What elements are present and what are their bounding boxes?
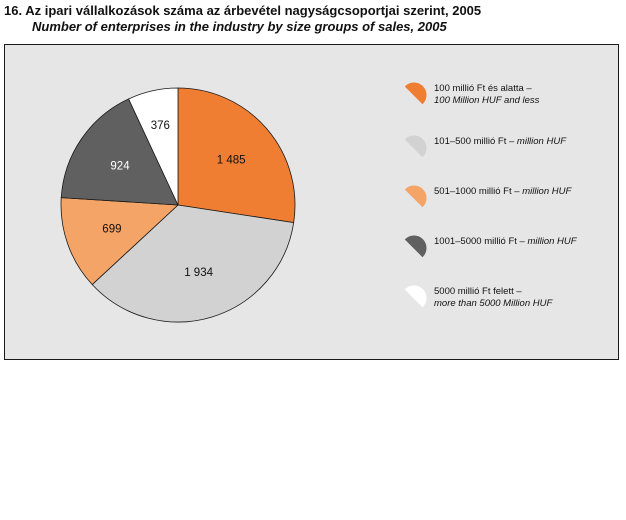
legend-label-3-en: million HUF <box>522 186 572 197</box>
pie-value-label-4: 924 <box>110 160 130 172</box>
legend-swatch-4 <box>404 235 427 258</box>
legend-label-2: 101–500 millió Ft – million HUF <box>434 136 566 148</box>
legend-swatch-shape-5 <box>404 285 427 308</box>
pie-slice-1 <box>177 87 296 224</box>
legend-item-2: 101–500 millió Ft – million HUF <box>401 135 613 175</box>
pie-slice-2 <box>91 204 295 323</box>
legend-swatch-shape-2 <box>404 135 427 158</box>
legend-label-3: 501–1000 millió Ft – million HUF <box>434 186 571 198</box>
legend-label-1-hu: 100 millió Ft és alatta – <box>434 83 532 94</box>
legend-swatch-5 <box>404 285 427 308</box>
chart-title: 16. Az ipari vállalkozások száma az árbe… <box>4 3 482 18</box>
legend-label-5-hu: 5000 millió Ft felett – <box>434 286 522 297</box>
pie-slice-5 <box>128 87 179 206</box>
legend-label-4-en: million HUF <box>527 236 577 247</box>
pie-value-label-5: 376 <box>151 120 170 132</box>
pie-value-label-2: 1 934 <box>184 267 213 279</box>
legend-label-1: 100 millió Ft és alatta – 100 Million HU… <box>434 83 539 107</box>
legend-swatch-2 <box>404 135 427 158</box>
chart-subtitle: Number of enterprises in the industry by… <box>32 19 447 34</box>
legend-label-5-en: more than 5000 Million HUF <box>434 298 553 309</box>
legend-swatch-shape-4 <box>404 235 427 258</box>
legend-label-4: 1001–5000 millió Ft – million HUF <box>434 236 577 248</box>
legend-label-4-hu: 1001–5000 millió Ft – <box>434 236 528 247</box>
legend-swatch-1 <box>404 82 427 105</box>
pie-slice-4 <box>60 98 179 206</box>
legend-label-2-en: million HUF <box>516 136 567 147</box>
chart-panel: 1 485 1 934 699 924 376 100 millió Ft és ala… <box>4 44 619 360</box>
legend-item-4: 1001–5000 millió Ft – million HUF <box>401 235 613 275</box>
pie-value-label-1: 1 485 <box>217 154 246 166</box>
pie-chart: 1 485 1 934 699 924 376 <box>60 87 296 323</box>
legend-label-2-hu: 101–500 millió Ft – <box>434 136 517 147</box>
legend-label-3-hu: 501–1000 millió Ft – <box>434 186 523 197</box>
legend-swatch-3 <box>404 185 427 208</box>
legend-swatch-shape-1 <box>404 82 427 105</box>
legend-label-1-en: 100 Million HUF and less <box>434 95 540 106</box>
pie-slice-3 <box>60 197 179 286</box>
legend-swatch-shape-3 <box>404 185 427 208</box>
legend-label-5: 5000 millió Ft felett – more than 5000 M… <box>434 286 552 310</box>
chart-title-block: 16. Az ipari vállalkozások száma az árbe… <box>4 3 622 35</box>
legend-item-5: 5000 millió Ft felett – more than 5000 M… <box>401 285 613 325</box>
pie-value-label-3: 699 <box>102 224 121 236</box>
legend-item-3: 501–1000 millió Ft – million HUF <box>401 185 613 225</box>
legend-item-1: 100 millió Ft és alatta – 100 Million HU… <box>401 82 613 122</box>
